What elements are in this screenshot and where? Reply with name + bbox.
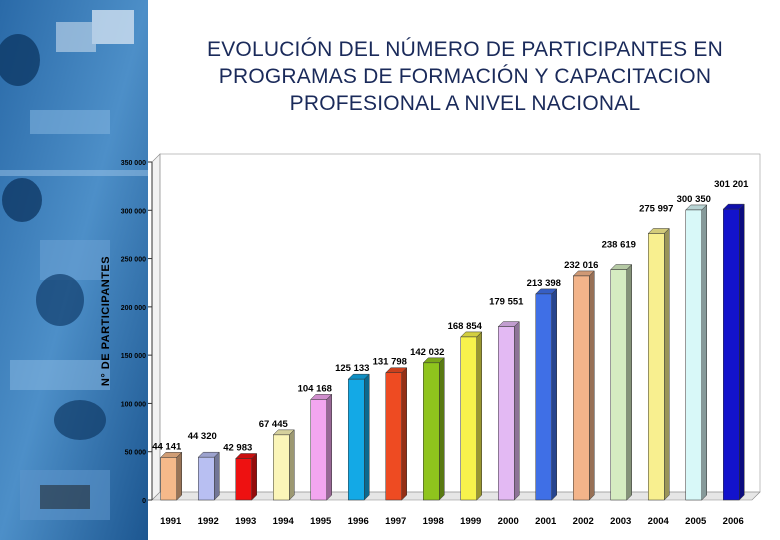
bar-2004 (648, 233, 665, 501)
y-axis-label: N° DE PARTICIPANTES (100, 256, 112, 386)
bar-1991 (160, 457, 177, 501)
data-label: 42 983 (223, 442, 252, 453)
y-tick-label: 200 000 (121, 305, 146, 312)
x-tick-label: 1994 (273, 516, 295, 527)
bar-2000 (498, 326, 515, 501)
data-label: 44 141 (152, 441, 182, 452)
bar-side (289, 429, 295, 501)
bar-side (476, 331, 482, 501)
data-label: 67 445 (259, 419, 289, 430)
bar-side (551, 288, 557, 501)
data-label: 142 032 (410, 347, 444, 358)
data-label: 125 133 (335, 363, 369, 374)
bar-side (739, 203, 745, 501)
y-tick-label: 0 (142, 498, 146, 505)
data-label: 238 619 (602, 240, 636, 251)
x-tick-label: 2000 (498, 516, 519, 527)
x-tick-label: 2002 (573, 516, 594, 527)
y-tick-label: 350 000 (121, 160, 146, 167)
x-tick-label: 2005 (685, 516, 707, 527)
y-tick-label: 50 000 (125, 450, 147, 457)
x-tick-label: 1993 (235, 516, 256, 527)
bar-side (176, 451, 182, 501)
x-tick-label: 1997 (385, 516, 406, 527)
bar-2006 (723, 208, 740, 501)
back-wall (159, 153, 761, 493)
data-label: 275 997 (639, 203, 673, 214)
x-tick-label: 1992 (198, 516, 219, 527)
x-tick-label: 1998 (423, 516, 444, 527)
x-tick-label: 2006 (723, 516, 744, 527)
bar-1992 (198, 456, 215, 501)
bar-1995 (310, 399, 327, 501)
bar-1999 (460, 336, 477, 501)
bar-side (251, 452, 257, 501)
bar-1998 (423, 362, 440, 501)
data-label: 131 798 (373, 357, 407, 368)
x-tick-label: 2001 (535, 516, 557, 527)
bar-side (626, 263, 632, 501)
x-tick-label: 1999 (460, 516, 481, 527)
x-tick-label: 2003 (610, 516, 631, 527)
bar-1996 (348, 378, 365, 501)
bar-side (589, 270, 595, 501)
bar-2003 (610, 269, 627, 501)
bar-2001 (535, 293, 552, 501)
y-tick-label: 300 000 (121, 208, 146, 215)
data-label: 44 320 (188, 431, 217, 442)
data-label: 232 016 (564, 260, 598, 271)
classroom-photo-strip (0, 0, 148, 540)
bar-side (214, 451, 220, 501)
data-label: 301 201 (714, 179, 749, 190)
bar-1997 (385, 372, 402, 501)
bar-1994 (273, 434, 290, 501)
bar-side (664, 227, 670, 501)
data-label: 300 350 (677, 194, 711, 205)
bar-side (439, 357, 445, 501)
x-tick-label: 1991 (160, 516, 182, 527)
bar-side (326, 393, 332, 501)
x-tick-label: 1996 (348, 516, 369, 527)
chart-title: EVOLUCIÓN DEL NÚMERO DE PARTICIPANTES EN… (207, 38, 723, 115)
x-tick-label: 1995 (310, 516, 332, 527)
y-tick-label: 250 000 (121, 257, 146, 264)
data-label: 213 398 (527, 278, 561, 289)
bar-side (514, 321, 520, 501)
bar-2005 (685, 209, 702, 501)
bar-side (401, 367, 407, 501)
bar-2002 (573, 275, 590, 501)
bar-side (364, 373, 370, 501)
y-tick-label: 150 000 (121, 353, 146, 360)
data-label: 179 551 (489, 297, 524, 308)
x-tick-label: 2004 (648, 516, 670, 527)
bar-chart: 0 50 000 100 000 150 000 200 000 250 000 300 0… (100, 153, 761, 527)
y-tick-label: 100 000 (121, 401, 146, 408)
data-label: 104 168 (298, 383, 332, 394)
data-label: 168 854 (448, 321, 483, 332)
bar-1993 (235, 458, 252, 501)
bar-side (701, 204, 707, 501)
